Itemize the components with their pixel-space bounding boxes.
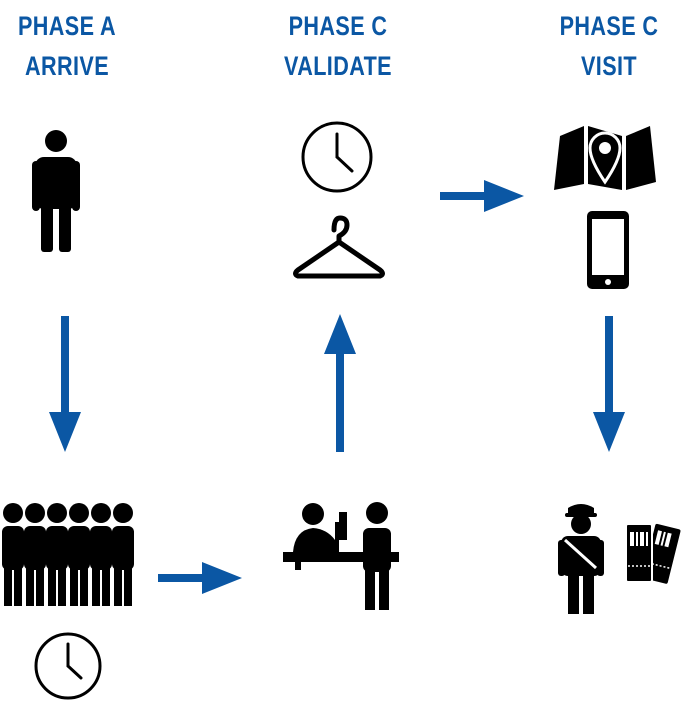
phase-heading-visit: PHASE C VISIT [529,6,689,86]
coat-hanger-icon [293,215,385,279]
arrow-right-icon [158,562,242,594]
clock-icon [34,632,102,700]
arrow-right-icon [440,180,524,212]
clock-icon [301,121,373,193]
person-icon [32,130,80,252]
phase-label: ARRIVE [24,51,109,81]
phase-title: PHASE A [17,11,117,41]
smartphone-icon [587,211,629,289]
phase-title: PHASE C [288,11,388,41]
phase-label: VISIT [580,51,637,81]
arrow-down-icon [593,316,625,452]
queue-icon [2,503,134,606]
phase-heading-arrive: PHASE A ARRIVE [0,6,147,86]
arrow-up-icon [324,314,356,452]
tickets-icon [625,523,681,584]
map-pin-icon [554,126,656,190]
phase-heading-validate: PHASE C VALIDATE [258,6,418,86]
phase-title: PHASE C [559,11,659,41]
phase-label: VALIDATE [284,51,392,81]
guard-icon [558,504,604,614]
reception-desk-icon [283,502,399,610]
arrow-down-icon [49,316,81,452]
